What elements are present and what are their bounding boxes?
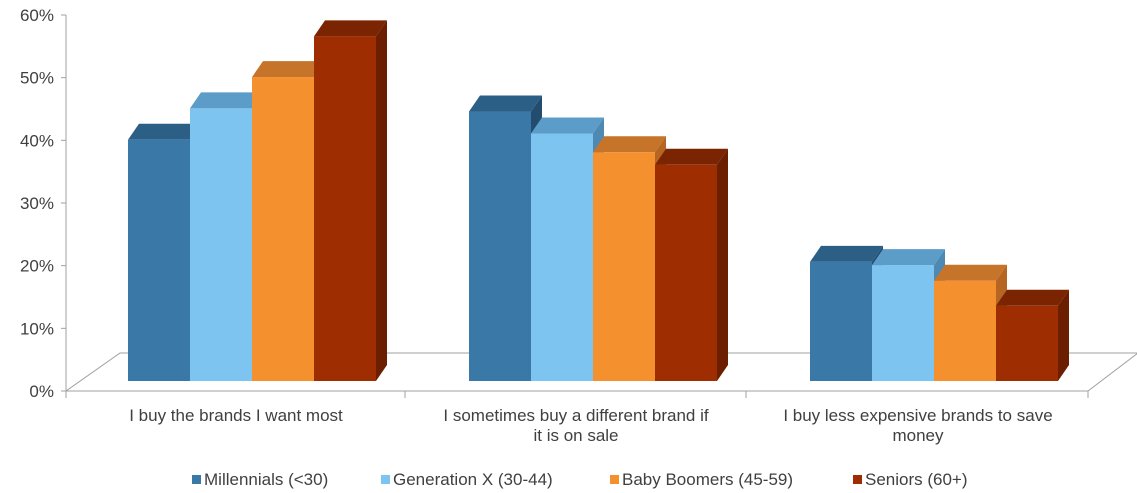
bar-top-face <box>531 117 604 134</box>
bar-top-face <box>655 148 728 165</box>
y-tick-label: 20% <box>20 257 54 276</box>
bar-front-face <box>593 152 655 381</box>
legend-item: Baby Boomers (45-59) <box>610 470 793 489</box>
legend-label: Generation X (30-44) <box>393 470 553 489</box>
legend-swatch <box>853 475 862 484</box>
y-tick-label: 0% <box>29 382 54 401</box>
legend-item: Millennials (<30) <box>192 470 328 489</box>
bar-top-face <box>469 95 542 112</box>
bar-front-face <box>996 305 1058 381</box>
y-tick-label: 40% <box>20 131 54 150</box>
bar <box>314 20 387 381</box>
bar-side-face <box>376 20 387 381</box>
bar-side-face <box>1058 289 1069 381</box>
bar-front-face <box>469 111 531 382</box>
chart-floor <box>64 352 1137 392</box>
bars <box>128 20 1069 382</box>
x-category-label: I sometimes buy a different brand if <box>443 406 708 425</box>
bar-top-face <box>190 92 263 109</box>
bar-front-face <box>128 139 190 381</box>
bar-top-face <box>810 245 883 262</box>
bar <box>996 289 1069 381</box>
bar-front-face <box>934 280 996 381</box>
y-axis: 0% 10% 20% 30% 40% 50% 60% <box>20 6 1089 401</box>
legend-swatch <box>610 475 619 484</box>
bar-front-face <box>314 36 376 381</box>
bar <box>655 148 728 381</box>
bar-top-face <box>593 136 666 153</box>
bar-top-face <box>252 61 325 78</box>
y-tick-label: 60% <box>20 6 54 25</box>
floor-outline <box>64 352 1137 392</box>
bar-front-face <box>872 265 934 381</box>
x-category-label: I buy less expensive brands to save <box>783 406 1052 425</box>
x-category-label: I buy the brands I want most <box>129 406 343 425</box>
x-category-label: it is on sale <box>533 426 618 445</box>
y-tick-label: 30% <box>20 194 54 213</box>
legend: Millennials (<30) Generation X (30-44) Bab… <box>192 470 968 489</box>
bar-front-face <box>531 133 593 381</box>
bar-top-face <box>128 123 201 140</box>
x-axis-labels: I buy the brands I want most I sometimes … <box>129 406 1052 445</box>
bar-side-face <box>717 148 728 381</box>
y-tick-label: 50% <box>20 69 54 88</box>
legend-item: Generation X (30-44) <box>381 470 553 489</box>
y-tick-label: 10% <box>20 319 54 338</box>
legend-swatch <box>381 475 390 484</box>
bar-front-face <box>190 108 252 382</box>
bar-top-face <box>872 249 945 266</box>
legend-label: Seniors (60+) <box>865 470 968 489</box>
bar-top-face <box>934 264 1007 281</box>
legend-swatch <box>192 475 201 484</box>
legend-item: Seniors (60+) <box>853 470 968 489</box>
x-category-label: money <box>892 426 944 445</box>
legend-label: Millennials (<30) <box>204 470 328 489</box>
bar-top-face <box>996 289 1069 306</box>
bar-front-face <box>655 164 717 381</box>
bar-front-face <box>810 261 872 381</box>
legend-label: Baby Boomers (45-59) <box>622 470 793 489</box>
bar-front-face <box>252 77 314 382</box>
bar-top-face <box>314 20 387 37</box>
